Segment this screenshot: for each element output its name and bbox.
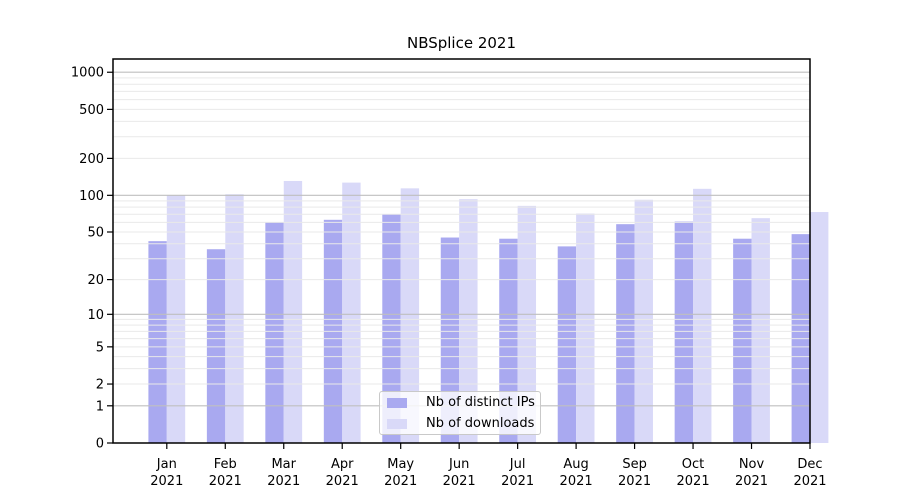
bar-downloads xyxy=(810,212,829,443)
y-tick-label: 50 xyxy=(87,225,104,240)
y-tick-label: 0 xyxy=(96,437,104,452)
x-tick-label-year: 2021 xyxy=(209,474,242,489)
bar-distinct-ips xyxy=(148,241,167,443)
bar-distinct-ips xyxy=(265,222,284,443)
x-tick-label-year: 2021 xyxy=(326,474,359,489)
x-tick-label-month: Mar xyxy=(271,457,296,472)
y-tick-label: 500 xyxy=(79,103,104,118)
x-tick-label-year: 2021 xyxy=(793,474,826,489)
chart-title: NBSplice 2021 xyxy=(406,34,517,52)
bar-distinct-ips xyxy=(616,224,635,443)
x-tick-label-month: Oct xyxy=(682,457,704,472)
x-tick-label-month: Jul xyxy=(509,457,526,472)
legend-label-distinct-ips: Nb of distinct IPs xyxy=(426,395,535,410)
y-tick-label: 200 xyxy=(79,152,104,167)
x-tick-label-year: 2021 xyxy=(560,474,593,489)
bar-downloads xyxy=(634,199,653,443)
y-tick-label: 2 xyxy=(96,378,104,393)
y-tick-label: 5 xyxy=(96,340,104,355)
x-tick-label-year: 2021 xyxy=(384,474,417,489)
x-tick-label-month: Dec xyxy=(797,457,822,472)
x-tick-label-year: 2021 xyxy=(735,474,768,489)
legend-label-downloads: Nb of downloads xyxy=(426,416,535,431)
x-tick-label-month: May xyxy=(387,457,414,472)
bar-downloads xyxy=(693,188,712,443)
y-tick-label: 20 xyxy=(87,273,104,288)
x-tick-label-year: 2021 xyxy=(677,474,710,489)
bar-distinct-ips xyxy=(733,238,752,443)
x-tick-label-month: Sep xyxy=(622,457,647,472)
y-tick-label: 100 xyxy=(79,189,104,204)
x-tick-label-month: Aug xyxy=(563,457,588,472)
x-tick-label-month: Jan xyxy=(156,457,177,472)
legend-box: Nb of distinct IPs Nb of downloads xyxy=(379,391,541,435)
bar-distinct-ips xyxy=(206,249,226,443)
x-tick-label-month: Jun xyxy=(448,457,469,472)
plot-border xyxy=(112,58,811,444)
y-tick-label: 1 xyxy=(96,399,104,414)
bar-downloads xyxy=(225,194,244,443)
legend-swatch-distinct-ips xyxy=(387,397,407,408)
bar-downloads xyxy=(342,182,361,444)
y-tick-label: 1000 xyxy=(71,66,104,81)
legend-entry-distinct-ips: Nb of distinct IPs xyxy=(380,394,540,411)
bar-downloads xyxy=(576,213,595,443)
bar-downloads xyxy=(283,180,303,443)
x-tick-label-year: 2021 xyxy=(443,474,476,489)
legend-entry-downloads: Nb of downloads xyxy=(380,415,540,432)
legend-swatch-downloads xyxy=(387,418,407,429)
bar-distinct-ips xyxy=(382,214,401,443)
x-tick-label-year: 2021 xyxy=(150,474,183,489)
bar-distinct-ips xyxy=(674,221,694,443)
x-tick-label-year: 2021 xyxy=(267,474,300,489)
bar-downloads xyxy=(400,188,420,443)
x-tick-label-year: 2021 xyxy=(501,474,534,489)
bar-downloads xyxy=(751,218,770,443)
bar-downloads xyxy=(459,199,478,443)
x-tick-label-month: Nov xyxy=(739,457,765,472)
y-tick-label: 10 xyxy=(87,308,104,323)
x-tick-label-year: 2021 xyxy=(618,474,651,489)
x-tick-label-month: Feb xyxy=(214,457,237,472)
bar-distinct-ips xyxy=(557,246,577,443)
x-tick-label-month: Apr xyxy=(331,457,354,472)
